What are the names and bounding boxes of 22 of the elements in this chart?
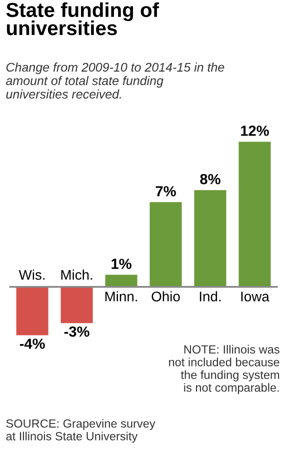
data-label: 7%	[156, 186, 176, 196]
bar	[60, 286, 93, 324]
chart-title: State funding of universities	[6, 2, 160, 36]
x-tick-label: Iowa	[241, 292, 270, 302]
x-tick-label: Minn.	[105, 291, 137, 302]
x-tick-label: Mich.	[61, 270, 92, 280]
x-tick-label: Ind.	[200, 291, 221, 302]
x-tick-label: Wis.	[18, 270, 45, 280]
bar	[194, 190, 226, 287]
data-label: 1%	[112, 258, 132, 269]
data-label: -4%	[20, 338, 45, 349]
bar	[150, 202, 182, 287]
bar	[105, 274, 138, 287]
chart-subtitle: Change from 2009-10 to 2014-15 in the amount of total state funding universities received.	[6, 62, 224, 99]
data-label: -3%	[64, 326, 90, 337]
data-label: 12%	[241, 126, 269, 136]
bar	[16, 286, 48, 336]
bar	[238, 142, 271, 287]
x-tick-label: Ohio	[152, 291, 180, 302]
text: NOTE: Illinois was not included because the funding system is not comparable.	[169, 344, 280, 394]
source-note: SOURCE: Grapevine survey at Illinois State University	[6, 419, 156, 443]
data-label: 8%	[200, 174, 220, 184]
